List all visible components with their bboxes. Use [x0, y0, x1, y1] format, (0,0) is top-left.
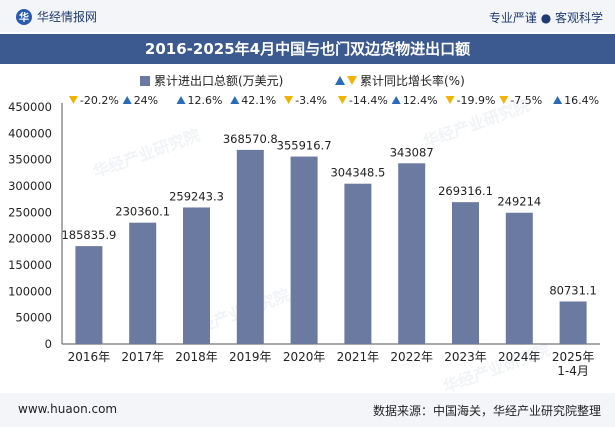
x-tick-label: 2025年 [552, 350, 595, 364]
y-tick-label: 50000 [15, 311, 52, 325]
chart-title: 2016-2025年4月中国与也门双边货物进出口额 [0, 34, 615, 64]
bar-value-label: 230360.1 [115, 205, 170, 219]
legend-up-triangle-icon [335, 76, 345, 85]
y-tick-label: 250000 [8, 205, 52, 219]
y-tick-label: 300000 [8, 179, 52, 193]
growth-down-triangle-icon [68, 96, 78, 104]
bar [129, 222, 157, 344]
data-source: 数据来源：中国海关，华经产业研究院整理 [372, 404, 601, 418]
y-tick-label: 350000 [8, 153, 52, 167]
growth-up-triangle-icon [230, 96, 240, 104]
bar [236, 149, 264, 344]
growth-rate-label: -7.5% [510, 94, 542, 107]
legend-swatch-total [140, 76, 150, 86]
bar [75, 246, 103, 344]
bar-value-label: 185835.9 [61, 228, 116, 242]
y-tick-label: 200000 [8, 232, 52, 246]
top-bar: 华 华经情报网 专业严谨 ● 客观科学 [0, 0, 615, 32]
growth-rate-label: -3.4% [295, 94, 327, 107]
bar-value-label: 269316.1 [438, 184, 493, 198]
growth-up-triangle-icon [391, 96, 401, 104]
bar-value-label: 355916.7 [277, 139, 332, 153]
growth-up-triangle-icon [176, 96, 186, 104]
x-tick-label: 2016年 [68, 350, 111, 364]
x-tick-label: 2017年 [121, 350, 164, 364]
x-tick-label: 2018年 [175, 350, 218, 364]
x-tick-label: 1-4月 [557, 364, 589, 378]
x-tick-label: 2022年 [390, 350, 433, 364]
growth-rate-label: 24% [134, 94, 158, 107]
legend-label-growth: 累计同比增长率(%) [360, 73, 465, 88]
growth-down-triangle-icon [337, 96, 347, 104]
growth-up-triangle-icon [553, 96, 563, 104]
bar [559, 301, 587, 344]
growth-rate-label: 16.4% [564, 94, 599, 107]
brand[interactable]: 华 华经情报网 [16, 8, 97, 25]
y-tick-label: 150000 [8, 258, 52, 272]
bar-value-label: 80731.1 [549, 283, 597, 297]
bar-value-label: 304348.5 [330, 166, 385, 180]
growth-rate-label: -14.4% [349, 94, 388, 107]
bar-value-label: 259243.3 [169, 189, 224, 203]
huajing-logo-icon: 华 [16, 8, 32, 25]
y-tick-label: 450000 [8, 100, 52, 114]
y-tick-label: 0 [45, 337, 52, 351]
bar-value-label: 368570.8 [223, 132, 278, 146]
x-tick-label: 2024年 [498, 350, 541, 364]
brand-name: 华经情报网 [37, 10, 98, 24]
growth-down-triangle-icon [284, 96, 294, 104]
bar-chart: 累计进出口总额(万美元) 累计同比增长率(%) 0 50000 100000 150000… [8, 73, 600, 378]
growth-down-triangle-icon [445, 96, 455, 104]
x-tick-label: 2023年 [444, 350, 487, 364]
bar [290, 156, 318, 344]
growth-down-triangle-icon [499, 96, 509, 104]
growth-up-triangle-icon [122, 96, 132, 104]
footer: www.huaon.com 数据来源：中国海关，华经产业研究院整理 [0, 393, 615, 427]
x-tick-label: 2021年 [337, 350, 380, 364]
growth-rate-label: -19.9% [457, 94, 496, 107]
bar-value-label: 249214 [497, 195, 541, 209]
growth-rate-label: 42.1% [241, 94, 276, 107]
legend-down-triangle-icon [347, 76, 357, 85]
tagline: 专业严谨 ● 客观科学 [488, 11, 603, 25]
growth-rate-label: 12.4% [403, 94, 438, 107]
bar [452, 202, 479, 344]
x-tick-label: 2020年 [283, 350, 326, 364]
legend-label-total: 累计进出口总额(万美元) [154, 74, 283, 88]
x-tick-label: 2019年 [229, 350, 272, 364]
bar [183, 207, 210, 344]
growth-rate-label: -20.2% [80, 94, 119, 107]
website-link[interactable]: www.huaon.com [18, 402, 118, 416]
bar-value-label: 343087 [390, 145, 434, 159]
bar [344, 183, 372, 344]
bar [398, 163, 426, 344]
y-tick-label: 100000 [8, 284, 52, 298]
bar [505, 212, 533, 344]
growth-rate-label: 12.6% [188, 94, 223, 107]
y-tick-label: 400000 [8, 126, 52, 140]
